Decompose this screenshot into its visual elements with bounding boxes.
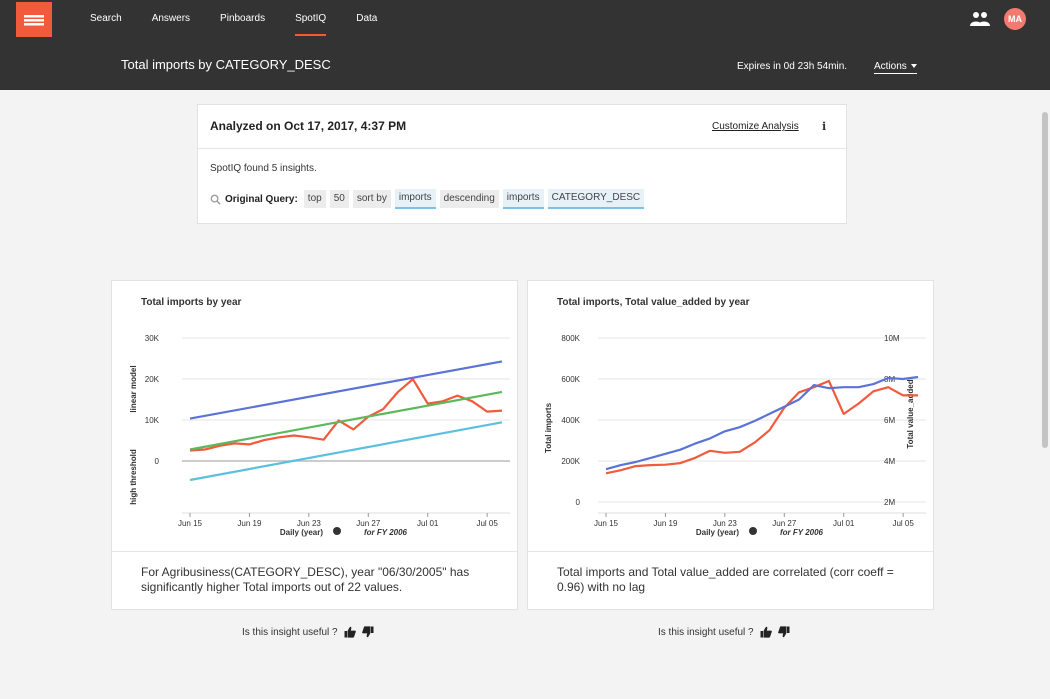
x-axis-label: Daily (year) [696,528,739,537]
app-logo[interactable] [16,2,52,37]
y-tick-label: 10K [145,416,160,425]
x-tick-label: Jun 23 [297,519,322,528]
actions-label: Actions [874,61,907,72]
original-query: Original Query: top 50 sort by imports d… [210,189,648,209]
series-line [189,360,503,420]
series-line [605,375,919,471]
y2-tick-label: 10M [884,334,900,343]
scrollbar-thumb[interactable] [1042,112,1048,448]
analyzed-date: Analyzed on Oct 17, 2017, 4:37 PM [210,119,407,133]
query-token: top [303,190,326,208]
insight-feedback-1: Is this insight useful ? [242,626,374,638]
nav-spotiq[interactable]: SpotIQ [280,0,341,38]
feedback-question: Is this insight useful ? [658,626,754,638]
top-navigation-bar: Search Answers Pinboards SpotIQ Data MA … [0,0,1050,90]
y-tick-label: 400K [561,416,580,425]
x-tick-label: Jul 05 [476,519,498,528]
y-tick-label: 600K [561,375,580,384]
x-tick-label: Jun 27 [356,519,381,528]
insight-description: For Agribusiness(CATEGORY_DESC), year "0… [141,565,470,594]
y2-axis-label: Total value_added [906,379,915,448]
nav-search[interactable]: Search [90,13,122,24]
query-token: 50 [329,190,349,208]
insight-description: Total imports and Total value_added are … [557,565,894,594]
chart-imports-value-added: 800K 600K 400K 200K 0 10M 8M 6M 4M 2M Jun 15 Jun 19… [544,334,926,537]
x-axis-note: for FY 2006 [780,528,824,537]
y2-tick-label: 2M [884,498,895,507]
thumbs-up-icon[interactable] [344,626,356,638]
thumbs-down-icon[interactable] [777,626,790,638]
y-axis-label: Total imports [544,402,553,453]
thumbs-up-icon[interactable] [760,626,772,638]
series-line [189,390,503,451]
feedback-question: Is this insight useful ? [242,626,338,638]
x-tick-label: Jun 15 [178,519,203,528]
info-icon[interactable]: i [822,120,827,133]
y2-tick-label: 4M [884,457,895,466]
info-circle-icon [749,527,757,535]
card-divider [112,551,517,552]
query-token: descending [439,190,499,208]
insight-card-1: Total imports by year 30K 20K 10K 0 Jun 15 Ju… [111,280,518,610]
nav-data[interactable]: Data [356,13,378,24]
y-axis-label-secondary: high threshold [129,449,138,505]
customize-analysis-link[interactable]: Customize Analysis [712,121,799,132]
query-token: sort by [352,190,391,208]
series-line [605,379,918,475]
analysis-header: Analyzed on Oct 17, 2017, 4:37 PM Custom… [198,105,846,149]
query-column-token: imports [502,189,544,209]
y2-tick-label: 8M [884,375,895,384]
y-tick-label: 200K [561,457,580,466]
chart-title: Total imports, Total value_added by year [557,297,750,308]
x-tick-label: Jun 15 [594,519,619,528]
x-tick-label: Jul 01 [417,519,439,528]
search-icon [210,194,221,205]
x-tick-label: Jun 19 [237,519,262,528]
original-query-label: Original Query: [225,193,298,205]
expiry-text: Expires in 0d 23h 54min. [737,61,848,72]
chart-title: Total imports by year [141,297,242,308]
x-tick-label: Jul 01 [833,519,855,528]
card-divider [528,551,933,552]
query-column-token: imports [394,189,436,209]
x-axis-label: Daily (year) [280,528,323,537]
nav-pinboards[interactable]: Pinboards [220,13,266,24]
x-tick-label: Jun 23 [713,519,738,528]
x-tick-label: Jun 19 [653,519,678,528]
actions-menu[interactable]: Actions [874,61,917,74]
y-tick-label: 30K [145,334,160,343]
logo-icon [24,14,44,25]
nav-answers[interactable]: Answers [151,13,191,24]
series-line [189,421,503,482]
y-tick-label: 0 [576,498,581,507]
x-tick-label: Jul 05 [892,519,914,528]
y-tick-label: 800K [561,334,580,343]
insights-found-text: SpotIQ found 5 insights. [210,163,317,174]
insight-card-2: Total imports, Total value_added by year… [527,280,934,610]
x-axis-note: for FY 2006 [364,528,408,537]
thumbs-down-icon[interactable] [361,626,374,638]
x-tick-label: Jun 27 [772,519,797,528]
y-tick-label: 20K [145,375,160,384]
query-column-token: CATEGORY_DESC [547,189,645,209]
series-line [189,378,503,452]
analysis-summary-card: Analyzed on Oct 17, 2017, 4:37 PM Custom… [197,104,847,224]
y-axis-label: linear model [129,365,138,412]
main-nav: Search Answers Pinboards SpotIQ Data [75,0,392,38]
people-icon[interactable] [970,11,990,27]
caret-down-icon [910,64,917,69]
info-circle-icon [333,527,341,535]
page-title: Total imports by CATEGORY_DESC [121,57,331,72]
chart-total-imports-by-year: 30K 20K 10K 0 Jun 15 Jun 19 Jun 23 Jun 27 Jul 01… [129,334,510,537]
user-avatar[interactable]: MA [1004,8,1026,30]
insight-feedback-2: Is this insight useful ? [658,626,790,638]
y-tick-label: 0 [155,457,160,466]
y2-tick-label: 6M [884,416,895,425]
